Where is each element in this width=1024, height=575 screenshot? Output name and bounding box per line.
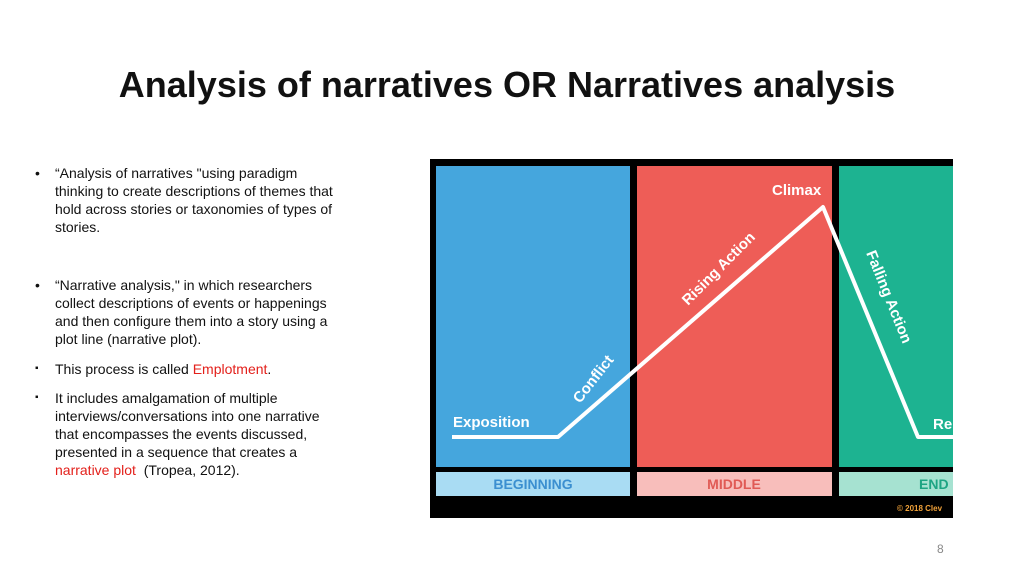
- text-segment: narrative plot: [55, 462, 136, 478]
- bullet-line: presented in a sequence that creates a: [55, 443, 297, 461]
- text-segment: hold across stories or taxonomies of typ…: [55, 201, 333, 217]
- bullet-line: thinking to create descriptions of theme…: [55, 182, 333, 200]
- text-segment: stories.: [55, 219, 101, 235]
- resolution-label: Re: [933, 416, 952, 433]
- bullet-marker: ▪: [35, 363, 39, 374]
- text-segment: interviews/conversations into one narrat…: [55, 408, 320, 424]
- bullet-line: and then configure them into a story usi…: [55, 312, 327, 330]
- middle-strip: [637, 472, 832, 496]
- end-strip: [839, 472, 953, 496]
- bullet-line: “Narrative analysis," in which researche…: [55, 276, 312, 294]
- bullet-line: It includes amalgamation of multiple: [55, 389, 278, 407]
- text-segment: .: [267, 361, 272, 377]
- text-segment: that encompasses the events discussed,: [55, 426, 308, 442]
- bullet-line: narrative plot (Tropea, 2012).: [55, 461, 240, 479]
- text-segment: plot line (narrative plot).: [55, 331, 202, 347]
- slide-title: Analysis of narratives OR Narratives ana…: [118, 64, 896, 105]
- diagram-background: [430, 159, 953, 518]
- plot-line: [452, 205, 953, 439]
- copyright: © 2018 Clev: [897, 504, 943, 513]
- text-segment: This process is called: [55, 361, 193, 377]
- bullet-line: “Analysis of narratives "using paradigm: [55, 164, 297, 182]
- bullet-line: interviews/conversations into one narrat…: [55, 407, 320, 425]
- beginning-strip: [436, 472, 630, 496]
- text-segment: (Tropea, 2012).: [135, 462, 240, 478]
- text-segment: presented in a sequence that creates a: [55, 444, 298, 460]
- text-segment: and then configure them into a story usi…: [55, 313, 328, 329]
- text-segment: “Narrative analysis," in which researche…: [55, 277, 313, 293]
- bullet-marker: •: [35, 277, 40, 293]
- bullet-line: hold across stories or taxonomies of typ…: [55, 200, 332, 218]
- text-segment: thinking to create descriptions of theme…: [55, 183, 333, 199]
- text-segment: Emplotment: [192, 361, 268, 377]
- bullet-line: that encompasses the events discussed,: [55, 425, 307, 443]
- climax-label: Climax: [772, 182, 822, 199]
- text-segment: It includes amalgamation of multiple: [55, 390, 278, 406]
- rising-action-label: Rising Action: [679, 229, 759, 309]
- conflict-label: Conflict: [570, 352, 618, 406]
- text-segment: collect descriptions of events or happen…: [55, 295, 327, 311]
- middle-panel: [637, 166, 832, 467]
- falling-action-label: Falling Action: [862, 248, 915, 346]
- end-label: END: [919, 476, 949, 492]
- exposition-label: Exposition: [453, 414, 530, 431]
- bullet-line: plot line (narrative plot).: [55, 330, 201, 348]
- beginning-panel: [436, 166, 630, 467]
- beginning-label: BEGINNING: [493, 476, 572, 492]
- page-number: 8: [937, 542, 944, 556]
- bullet-marker: •: [35, 165, 40, 181]
- bullet-line: This process is called Emplotment.: [55, 360, 271, 378]
- bullet-line: collect descriptions of events or happen…: [55, 294, 327, 312]
- bullet-marker: ▪: [35, 392, 39, 403]
- text-segment: “Analysis of narratives "using paradigm: [55, 165, 298, 181]
- middle-label: MIDDLE: [707, 476, 761, 492]
- bullet-line: stories.: [55, 218, 100, 236]
- end-panel: [839, 166, 953, 467]
